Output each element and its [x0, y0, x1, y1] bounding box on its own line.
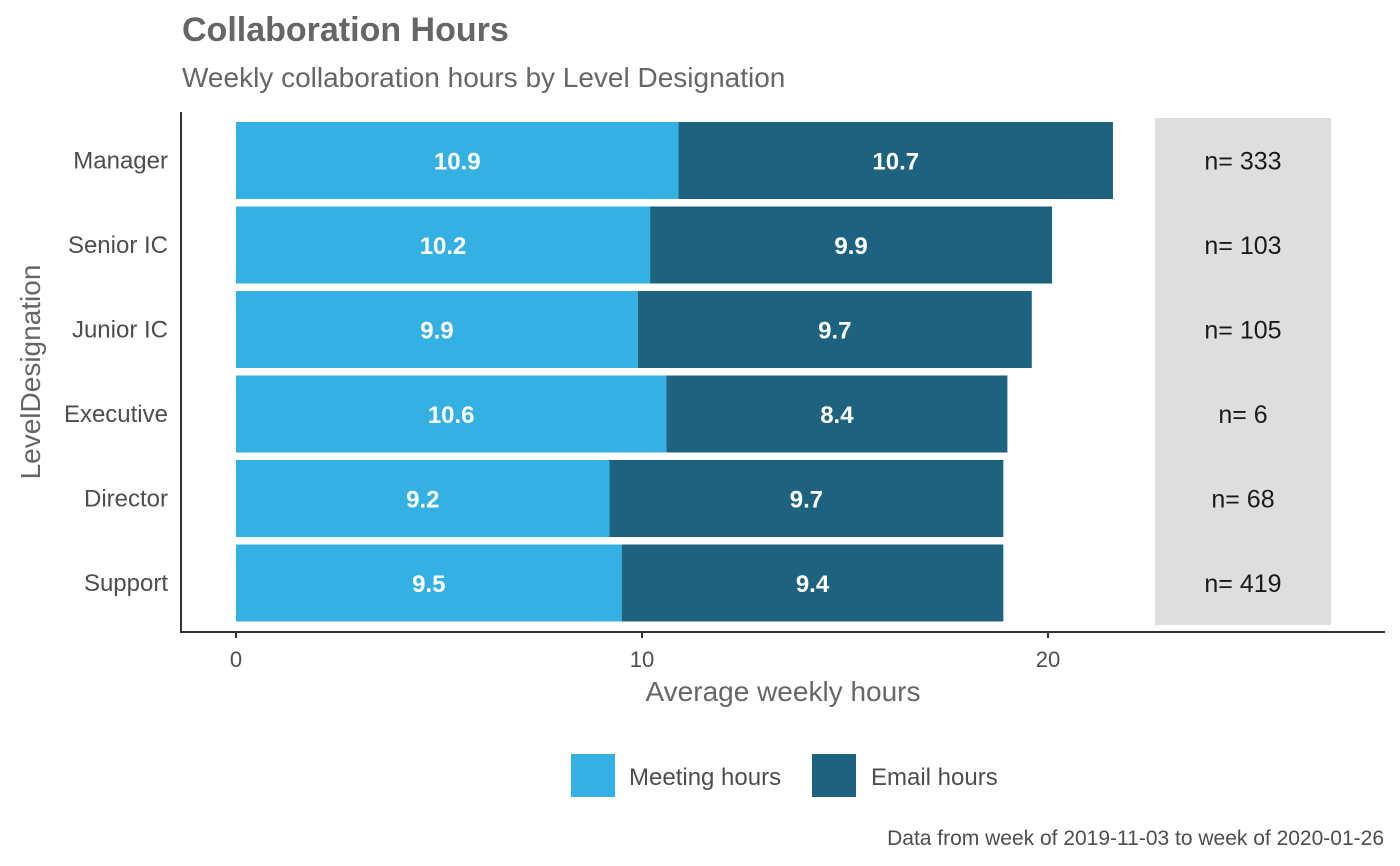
- x-tick-label-20: 20: [1036, 647, 1060, 672]
- x-tick-label-0: 0: [230, 647, 242, 672]
- bar-email-hours-support: [621, 544, 1004, 622]
- sample-size-labels-group: n= 333 n= 103 n= 105 n= 6 n= 68 n= 419: [1204, 148, 1281, 599]
- category-label-junior-ic: Junior IC: [72, 317, 168, 344]
- category-label-executive: Executive: [64, 401, 168, 428]
- sample-size-label-director: n= 68: [1211, 486, 1274, 514]
- bar-label-email-hours-support: 9.4: [796, 571, 830, 598]
- bar-label-email-hours-senior-ic: 9.9: [834, 233, 867, 260]
- bar-meeting-hours-manager: [236, 122, 679, 199]
- y-axis-title: LevelDesignation: [15, 265, 46, 480]
- category-label-support: Support: [84, 570, 168, 597]
- bars-group: [236, 122, 1113, 622]
- sample-size-panel: [1155, 118, 1331, 625]
- bar-email-hours-manager: [678, 122, 1113, 199]
- sample-size-label-senior-ic: n= 103: [1204, 232, 1281, 260]
- x-axis-title: Average weekly hours: [646, 676, 921, 707]
- bar-meeting-hours-director: [236, 460, 610, 537]
- bar-meeting-hours-junior-ic: [236, 291, 638, 368]
- bar-label-email-hours-executive: 8.4: [820, 402, 854, 429]
- bar-label-meeting-hours-senior-ic: 10.2: [420, 233, 467, 260]
- category-label-senior-ic: Senior IC: [68, 232, 168, 259]
- bar-label-meeting-hours-junior-ic: 9.9: [420, 318, 453, 345]
- sample-size-label-executive: n= 6: [1218, 401, 1267, 429]
- bar-label-meeting-hours-executive: 10.6: [428, 402, 475, 429]
- x-ticks-group: 0 10 20: [230, 632, 1060, 672]
- legend-label-meeting-hours: Meeting hours: [629, 764, 781, 791]
- bar-email-hours-director: [609, 460, 1004, 537]
- x-tick-label-10: 10: [630, 647, 654, 672]
- bar-meeting-hours-executive: [236, 375, 667, 453]
- bar-label-email-hours-junior-ic: 9.7: [818, 318, 851, 345]
- category-label-manager: Manager: [73, 148, 168, 175]
- bar-label-meeting-hours-support: 9.5: [412, 571, 445, 598]
- legend-label-email-hours: Email hours: [871, 764, 998, 791]
- bar-meeting-hours-senior-ic: [236, 206, 651, 284]
- legend-swatch-meeting-hours: [571, 754, 615, 797]
- sample-size-label-support: n= 419: [1204, 570, 1281, 598]
- chart-subtitle: Weekly collaboration hours by Level Desi…: [182, 62, 785, 93]
- bar-email-hours-senior-ic: [650, 206, 1053, 284]
- chart-caption: Data from week of 2019-11-03 to week of …: [887, 827, 1384, 850]
- bar-label-meeting-hours-manager: 10.9: [434, 149, 481, 176]
- legend-swatch-email-hours: [812, 754, 856, 797]
- bar-meeting-hours-support: [236, 544, 622, 622]
- sample-size-label-manager: n= 333: [1204, 148, 1281, 176]
- bar-labels-group: 10.9 10.7 10.2 9.9 9.9 9.7 10.6 8.4 9.2 9.7 9.5 9.4: [406, 149, 919, 599]
- bar-label-meeting-hours-director: 9.2: [406, 487, 439, 514]
- chart-title: Collaboration Hours: [182, 11, 509, 49]
- legend: Meeting hours Email hours: [571, 754, 998, 797]
- category-labels-group: Manager Senior IC Junior IC Executive Direct…: [64, 148, 168, 598]
- category-label-director: Director: [84, 486, 168, 513]
- bar-email-hours-executive: [666, 375, 1008, 453]
- sample-size-label-junior-ic: n= 105: [1204, 317, 1281, 345]
- bar-label-email-hours-manager: 10.7: [872, 149, 919, 176]
- bar-email-hours-junior-ic: [637, 291, 1032, 368]
- bar-label-email-hours-director: 9.7: [790, 487, 823, 514]
